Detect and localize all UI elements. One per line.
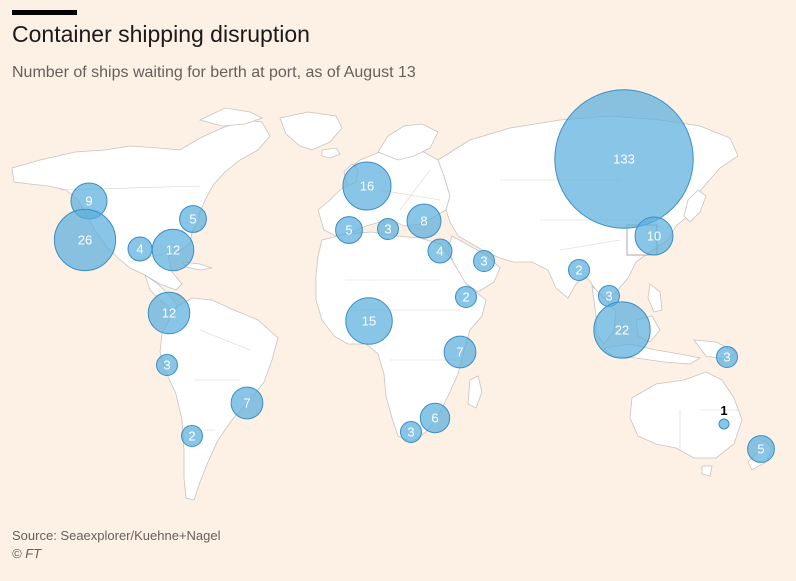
- port-bubble: [406, 203, 442, 239]
- port-bubble: [419, 402, 451, 434]
- land-scandinavia: [377, 123, 439, 161]
- port-bubble: [554, 89, 694, 229]
- port-bubble: [345, 297, 393, 345]
- port-value-label: 3: [480, 254, 487, 269]
- port-bubble: [179, 205, 207, 233]
- port-value-label: 15: [362, 314, 376, 329]
- port-value-label: 9: [85, 194, 92, 209]
- port-value-label: 6: [431, 411, 438, 426]
- port-bubble: [335, 216, 363, 244]
- port-value-label: 1: [720, 403, 727, 418]
- port-value-label: 3: [407, 425, 414, 440]
- port-bubble: [455, 286, 477, 308]
- land-canadian-arctic: [198, 107, 264, 127]
- land-north-america: [11, 119, 271, 291]
- port-bubble: [718, 418, 730, 430]
- port-bubble: [473, 250, 495, 272]
- port-bubble: [156, 354, 178, 376]
- land-japan: [683, 189, 707, 223]
- port-value-label: 12: [162, 306, 176, 321]
- title-rule: [12, 10, 77, 15]
- chart-title: Container shipping disruption: [12, 21, 310, 47]
- port-value-label: 7: [243, 396, 250, 411]
- port-value-label: 3: [723, 350, 730, 365]
- port-value-label: 3: [605, 289, 612, 304]
- port-bubble: [377, 218, 399, 240]
- port-value-label: 10: [647, 229, 661, 244]
- port-value-label: 4: [136, 242, 143, 257]
- port-bubble: [427, 238, 453, 264]
- port-value-label: 2: [575, 263, 582, 278]
- port-bubble: [634, 216, 674, 256]
- port-value-label: 2: [462, 290, 469, 305]
- copyright-note: © FT: [12, 546, 42, 561]
- port-value-label: 5: [189, 212, 196, 227]
- port-value-label: 2: [188, 429, 195, 444]
- land-tasmania: [701, 465, 713, 477]
- source-note: Source: Seaexplorer/Kuehne+Nagel: [12, 528, 221, 543]
- land-greenland: [279, 111, 343, 151]
- port-value-label: 22: [615, 323, 629, 338]
- port-value-label: 4: [436, 244, 443, 259]
- chart-subtitle: Number of ships waiting for berth at por…: [12, 64, 416, 81]
- port-bubble: [443, 335, 477, 369]
- port-value-label: 16: [360, 179, 374, 194]
- port-value-label: 5: [345, 223, 352, 238]
- port-value-label: 3: [384, 222, 391, 237]
- port-bubble: [716, 346, 738, 368]
- land-iceland: [321, 147, 341, 159]
- port-value-label: 5: [757, 442, 764, 457]
- port-bubble: [568, 259, 590, 281]
- land-philippines: [647, 283, 663, 313]
- land-madagascar: [467, 375, 483, 409]
- port-bubble: [53, 208, 117, 272]
- port-bubble: [400, 421, 422, 443]
- port-value-label: 133: [613, 152, 635, 167]
- port-value-label: 12: [166, 243, 180, 258]
- port-bubble: [230, 386, 264, 420]
- port-value-label: 26: [78, 233, 92, 248]
- port-value-label: 7: [456, 345, 463, 360]
- port-bubble: [342, 161, 392, 211]
- land-australia: [629, 371, 743, 459]
- port-bubble: [747, 435, 775, 463]
- port-bubble: [147, 291, 191, 335]
- port-bubble: [181, 425, 203, 447]
- port-bubble: [151, 228, 195, 272]
- port-bubble: [593, 301, 651, 359]
- port-value-label: 3: [163, 358, 170, 373]
- port-value-label: 8: [420, 214, 427, 229]
